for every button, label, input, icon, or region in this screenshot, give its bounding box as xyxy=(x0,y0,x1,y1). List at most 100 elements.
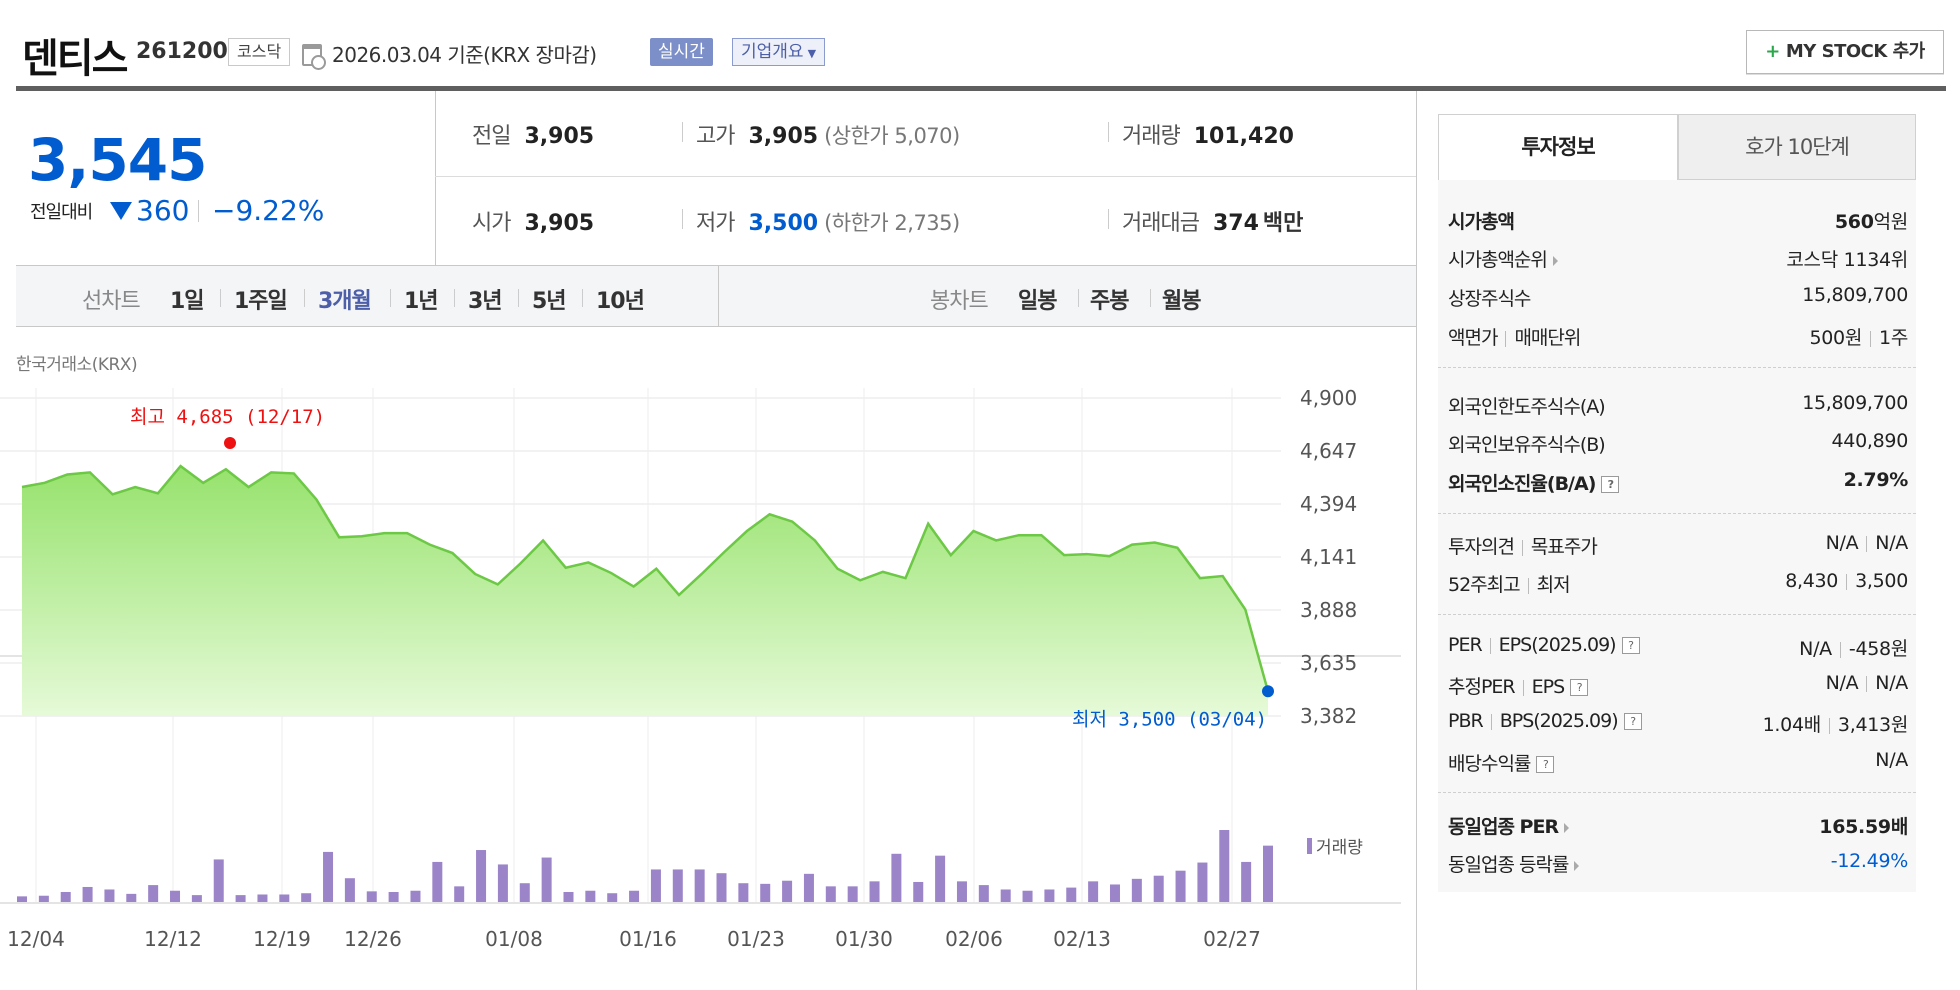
volume-bar xyxy=(323,851,334,902)
stock-header: 덴티스 261200 코스닥 2026.03.04 기준(KRX 장마감) 실시… xyxy=(0,0,1960,88)
eps-value: -458원 xyxy=(1848,638,1908,660)
foreign-ratio-label-wrap: 외국인소진율(B/A)? xyxy=(1448,469,1620,496)
period-3m[interactable]: 3개월 xyxy=(318,289,372,314)
line-chart-label: 선차트 xyxy=(82,289,141,314)
info-row-sector-per[interactable]: 동일업종 PER 165.59배 xyxy=(1448,812,1908,842)
divider xyxy=(1438,513,1916,514)
add-mystock-button[interactable]: + MY STOCK 추가 xyxy=(1746,30,1944,74)
divider xyxy=(1866,535,1868,552)
div-label: 배당수익률 xyxy=(1448,753,1531,775)
w52-low-value: 3,500 xyxy=(1855,570,1908,592)
volume-bar xyxy=(170,890,181,902)
volume-bar xyxy=(104,889,115,902)
divider xyxy=(1108,122,1109,142)
info-row-shares: 상장주식수 15,809,700 xyxy=(1448,284,1908,314)
candle-weekly[interactable]: 주봉 xyxy=(1090,289,1129,314)
divider xyxy=(1416,91,1417,990)
volume-bar xyxy=(432,861,443,902)
bps-value: 3,413원 xyxy=(1837,714,1908,736)
divider xyxy=(682,209,683,229)
est-per-label: 추정PER xyxy=(1448,676,1516,698)
info-row-opinion: 투자의견 목표주가 N/A N/A xyxy=(1448,532,1908,562)
mcap-rank-label[interactable]: 시가총액순위 xyxy=(1448,245,1558,272)
divider xyxy=(1522,679,1524,696)
divider xyxy=(1846,573,1848,590)
period-3y[interactable]: 3년 xyxy=(468,289,503,314)
shares-label: 상장주식수 xyxy=(1448,288,1531,310)
volume-bar xyxy=(716,873,727,902)
volume-bar xyxy=(279,894,290,902)
open-price-value: 3,905 xyxy=(524,211,595,236)
down-triangle-icon xyxy=(110,202,132,220)
mcap-value: 560 xyxy=(1834,211,1874,233)
tab-hoga-10[interactable]: 호가 10단계 xyxy=(1678,114,1916,180)
plus-icon: + xyxy=(1765,41,1780,62)
volume-bar xyxy=(1263,845,1273,902)
per-value: N/A xyxy=(1799,638,1832,660)
w52-high-label: 52주최고 xyxy=(1448,574,1521,596)
div-value: N/A xyxy=(1875,749,1908,771)
tab-invest-info[interactable]: 투자정보 xyxy=(1438,114,1678,180)
divider xyxy=(1078,289,1079,307)
period-5y[interactable]: 5년 xyxy=(532,289,567,314)
trade-unit-label: 매매단위 xyxy=(1514,327,1581,349)
help-icon[interactable]: ? xyxy=(1601,476,1620,493)
foreign-limit-value: 15,809,700 xyxy=(1802,392,1908,414)
divider xyxy=(1828,717,1830,734)
lower-limit: (하한가 2,735) xyxy=(824,211,960,235)
divider xyxy=(1150,289,1151,307)
volume-bar xyxy=(1197,862,1208,902)
realtime-button[interactable]: 실시간 xyxy=(650,38,713,66)
volume-bar xyxy=(1153,875,1164,902)
candle-daily[interactable]: 일봉 xyxy=(1018,289,1057,314)
w52-labels: 52주최고 최저 xyxy=(1448,570,1571,597)
company-info-dropdown[interactable]: 기업개요 ▼ xyxy=(732,38,826,66)
volume-bar xyxy=(650,869,661,902)
period-1y[interactable]: 1년 xyxy=(404,289,439,314)
opinion-label: 투자의견 xyxy=(1448,536,1515,558)
date-note: 기준(KRX 장마감) xyxy=(447,43,597,67)
help-icon[interactable]: ? xyxy=(1570,679,1589,696)
foreign-ratio-value: 2.79% xyxy=(1843,469,1909,491)
volume-bar xyxy=(825,886,836,902)
volume-bar xyxy=(126,893,137,902)
candle-monthly[interactable]: 월봉 xyxy=(1162,289,1201,314)
sector-rate-value: -12.49% xyxy=(1830,850,1909,872)
par-label: 액면가 xyxy=(1448,327,1498,349)
period-10y[interactable]: 10년 xyxy=(596,289,645,314)
divider xyxy=(435,176,1417,177)
info-row-sector-rate[interactable]: 동일업종 등락률 -12.49% xyxy=(1448,850,1908,880)
sector-per-label-wrap[interactable]: 동일업종 PER xyxy=(1448,812,1570,839)
info-row-dividend: 배당수익률? N/A xyxy=(1448,749,1908,779)
sector-rate-label-wrap[interactable]: 동일업종 등락률 xyxy=(1448,850,1580,877)
est-per-labels: 추정PER EPS? xyxy=(1448,672,1589,699)
high-price-value: 3,905 xyxy=(748,124,819,149)
period-1w[interactable]: 1주일 xyxy=(234,289,288,314)
divider xyxy=(390,289,391,307)
help-icon[interactable]: ? xyxy=(1621,637,1640,654)
opinion-value: N/A xyxy=(1825,532,1859,554)
invest-info-panel xyxy=(1438,180,1916,892)
y-tick-label: 4,900 xyxy=(1300,386,1357,410)
opinion-labels: 투자의견 목표주가 xyxy=(1448,532,1598,559)
divider xyxy=(1489,637,1491,654)
period-1d[interactable]: 1일 xyxy=(170,289,205,314)
volume-bar xyxy=(17,896,27,902)
divider xyxy=(454,289,455,307)
y-tick-label: 4,647 xyxy=(1300,439,1357,463)
trade-amount-label: 거래대금 xyxy=(1122,211,1200,236)
info-row-mcap-rank[interactable]: 시가총액순위 코스닥 1134위 xyxy=(1448,245,1908,275)
volume-bar xyxy=(38,895,49,902)
info-row-foreign-limit: 외국인한도주식수(A) 15,809,700 xyxy=(1448,392,1908,422)
volume-bar xyxy=(803,873,814,902)
info-row-foreign-ratio: 외국인소진율(B/A)? 2.79% xyxy=(1448,469,1908,499)
help-icon[interactable]: ? xyxy=(1623,713,1642,730)
volume-bar xyxy=(541,857,552,902)
volume-bar xyxy=(82,886,93,902)
est-eps-value: N/A xyxy=(1875,672,1908,694)
candle-chart-label: 봉차트 xyxy=(930,289,989,314)
chart-source: 한국거래소(KRX) xyxy=(16,355,138,375)
volume-bar xyxy=(1175,870,1186,902)
help-icon[interactable]: ? xyxy=(1536,756,1555,773)
info-row-per: PER EPS(2025.09)? N/A -458원 xyxy=(1448,634,1908,664)
